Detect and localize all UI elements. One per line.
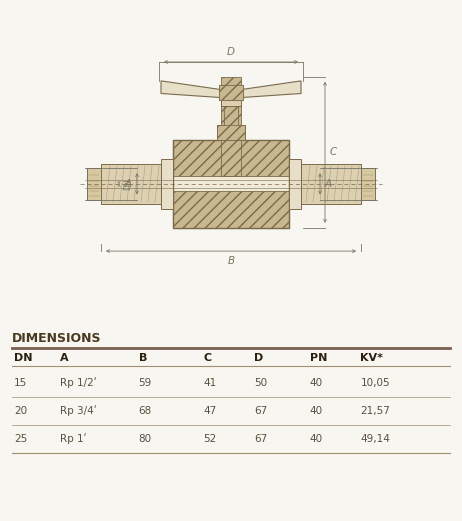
Text: C: C (330, 147, 337, 157)
Bar (221, 77, 241, 177)
Bar (173, 140, 289, 177)
Text: 67: 67 (254, 434, 267, 444)
Bar (224, 106, 238, 125)
Text: 40: 40 (310, 434, 322, 444)
Bar (289, 158, 301, 209)
Bar (219, 85, 243, 100)
Text: D: D (254, 353, 263, 363)
Bar (224, 106, 238, 125)
Bar (217, 125, 245, 140)
Text: B: B (139, 353, 147, 363)
Bar (217, 125, 245, 140)
Bar (161, 158, 173, 209)
Text: B: B (227, 256, 235, 266)
Text: 10,05: 10,05 (360, 378, 390, 388)
Text: Rp 1ʹ: Rp 1ʹ (60, 433, 86, 444)
Text: 52: 52 (203, 434, 217, 444)
Bar (221, 98, 241, 106)
Text: A: A (125, 179, 132, 189)
Text: 40: 40 (310, 406, 322, 416)
Polygon shape (161, 81, 223, 98)
Bar (173, 140, 289, 228)
Text: 25: 25 (14, 434, 27, 444)
Text: A: A (325, 179, 332, 189)
Text: 80: 80 (139, 434, 152, 444)
Text: DIMENSIONS: DIMENSIONS (12, 332, 102, 345)
Text: 68: 68 (139, 406, 152, 416)
Text: Rp 3/4ʹ: Rp 3/4ʹ (60, 405, 97, 416)
Text: 67: 67 (254, 406, 267, 416)
Bar (361, 168, 375, 200)
Bar (301, 164, 361, 204)
Text: 50: 50 (254, 378, 267, 388)
Text: 20: 20 (14, 406, 27, 416)
Text: 47: 47 (203, 406, 217, 416)
Text: 40: 40 (310, 378, 322, 388)
Text: 59: 59 (139, 378, 152, 388)
Bar (101, 164, 161, 204)
Text: KV*: KV* (360, 353, 383, 363)
Text: 49,14: 49,14 (360, 434, 390, 444)
Text: PN: PN (310, 353, 327, 363)
Text: Rp 1/2ʹ: Rp 1/2ʹ (60, 377, 97, 388)
Text: A: A (60, 353, 69, 363)
Text: 21,57: 21,57 (360, 406, 390, 416)
Bar (173, 191, 289, 228)
Polygon shape (239, 81, 301, 98)
Text: DN: DN (14, 353, 32, 363)
Bar (173, 140, 289, 228)
Text: 41: 41 (203, 378, 217, 388)
Text: C: C (203, 353, 212, 363)
Text: DN: DN (123, 178, 132, 190)
Text: 15: 15 (14, 378, 27, 388)
Bar (87, 168, 101, 200)
Bar (171, 177, 291, 191)
Bar (219, 85, 243, 100)
Text: D: D (227, 47, 235, 57)
